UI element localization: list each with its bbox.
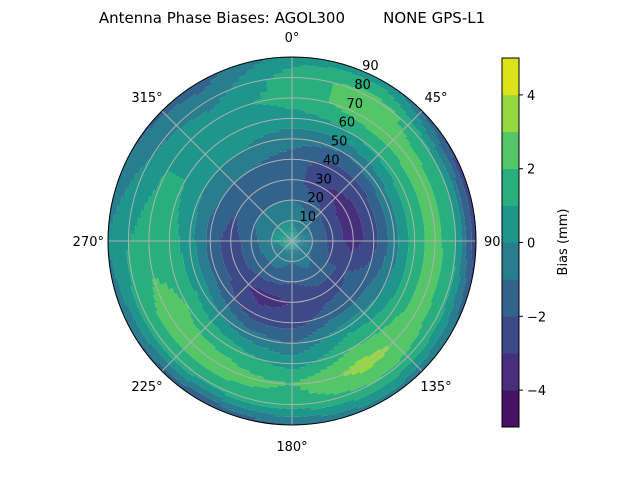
colorbar-tick-label: −2 bbox=[527, 310, 546, 325]
radial-label-40: 40 bbox=[323, 153, 340, 168]
colorbar-tick-label: 4 bbox=[527, 89, 535, 104]
theta-label-135: 135° bbox=[420, 380, 451, 395]
colorbar-band bbox=[502, 316, 519, 353]
colorbar-band bbox=[502, 390, 519, 427]
radial-label-10: 10 bbox=[300, 210, 317, 225]
colorbar-band bbox=[502, 58, 519, 95]
radial-label-70: 70 bbox=[346, 97, 363, 112]
radial-label-60: 60 bbox=[339, 116, 356, 131]
colorbar-tick-label: −4 bbox=[527, 384, 546, 399]
radial-label-20: 20 bbox=[307, 191, 324, 206]
radial-label-90: 90 bbox=[362, 59, 379, 74]
colorbar-band bbox=[502, 353, 519, 390]
polar-grid bbox=[108, 57, 476, 425]
theta-label-225: 225° bbox=[131, 380, 162, 395]
colorbar-band bbox=[502, 95, 519, 132]
chart-title: Antenna Phase Biases: AGOL300 NONE GPS-L… bbox=[99, 9, 485, 27]
colorbar-band bbox=[502, 279, 519, 316]
colorbar-band bbox=[502, 169, 519, 206]
radial-label-50: 50 bbox=[331, 135, 348, 150]
colorbar-band bbox=[502, 243, 519, 280]
radial-label-80: 80 bbox=[354, 78, 371, 93]
colorbar-band bbox=[502, 206, 519, 243]
colorbar-tick-label: 0 bbox=[527, 237, 535, 252]
contour-cell bbox=[281, 57, 293, 70]
theta-label-45: 45° bbox=[424, 91, 447, 106]
theta-label-270: 270° bbox=[73, 235, 104, 250]
colorbar-band bbox=[502, 132, 519, 169]
theta-label-315: 315° bbox=[131, 91, 162, 106]
theta-label-0: 0° bbox=[285, 31, 300, 46]
colorbar-label: Bias (mm) bbox=[556, 209, 571, 276]
radial-label-30: 30 bbox=[315, 172, 332, 187]
theta-label-180: 180° bbox=[276, 440, 307, 455]
colorbar-tick-label: 2 bbox=[527, 163, 535, 178]
colorbar: −4 −2 0 2 4 bbox=[502, 58, 546, 427]
